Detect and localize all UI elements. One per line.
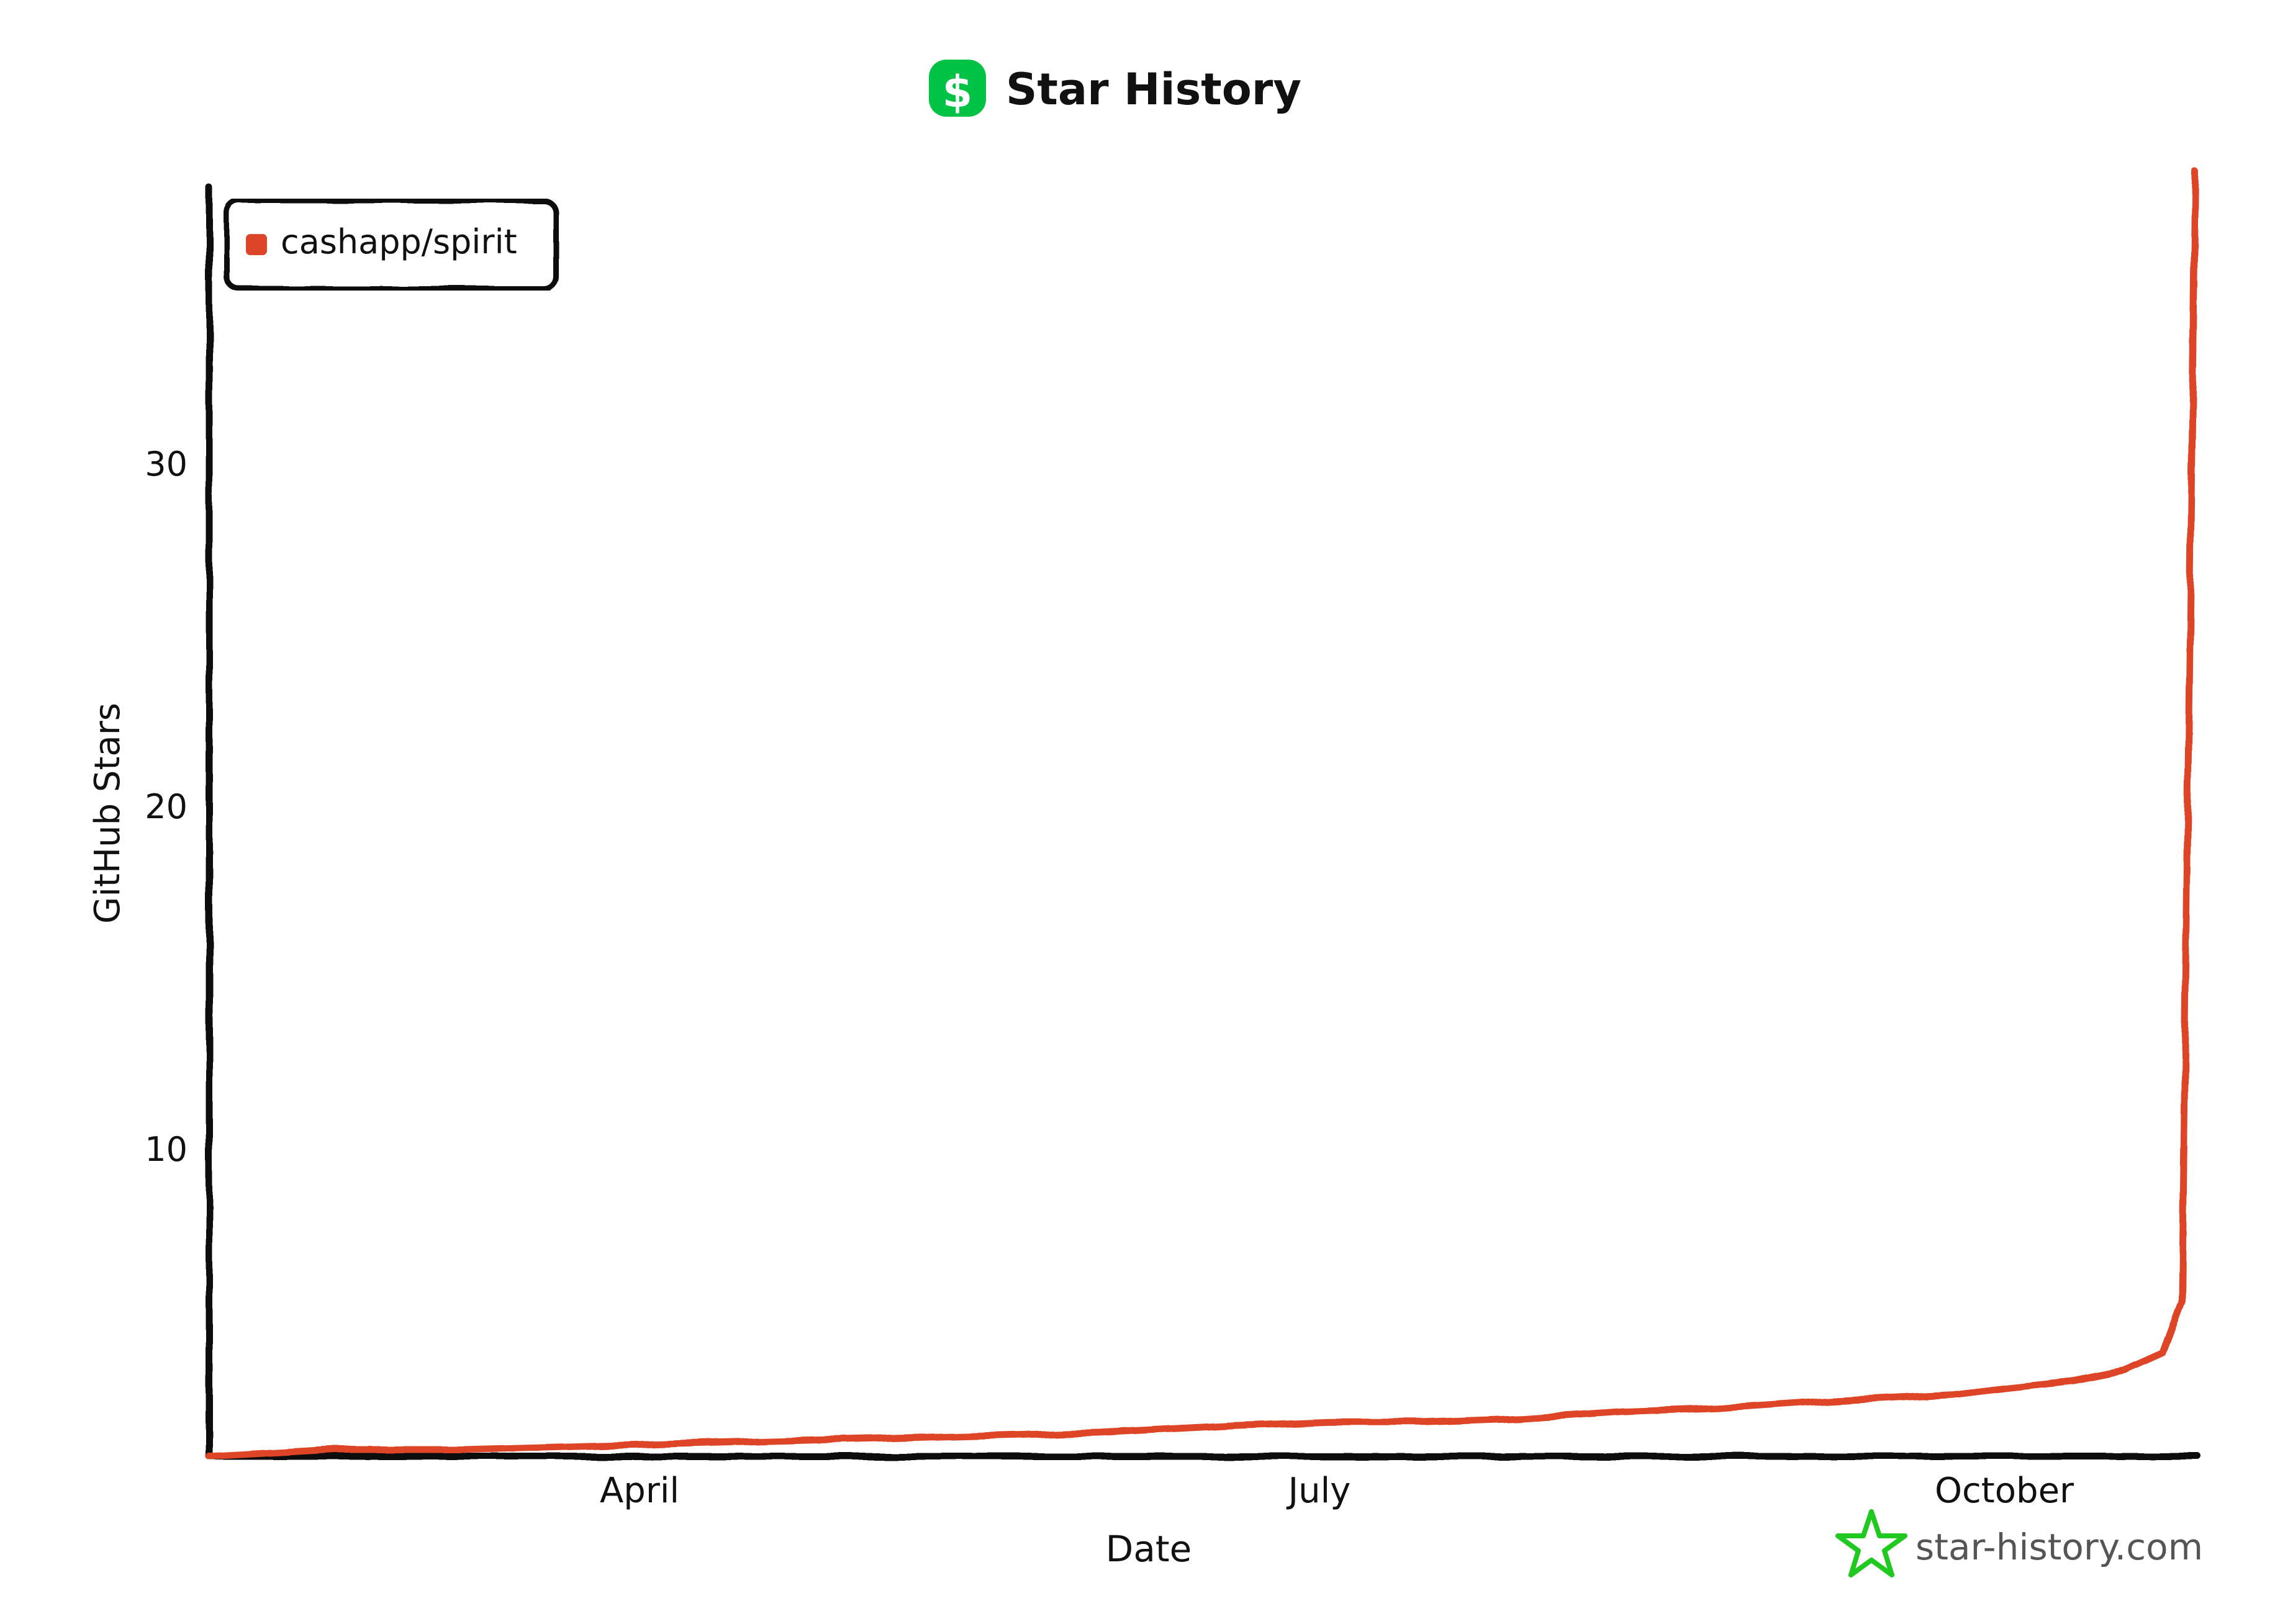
y-axis-label: GitHub Stars <box>88 703 128 924</box>
y-tick-label: 10 <box>145 1130 188 1169</box>
watermark-text: star-history.com <box>1915 1526 2203 1568</box>
legend-label: cashapp/spirit <box>281 222 517 261</box>
y-tick-labels: 10 20 30 <box>145 444 188 1169</box>
chart-title: Star History <box>1006 64 1301 115</box>
y-tick-label: 20 <box>145 787 188 826</box>
x-axis-label: Date <box>1106 1528 1192 1570</box>
star-outline-icon <box>1835 1509 1907 1577</box>
x-tick-labels: April July October <box>600 1471 2074 1511</box>
chart-title-group: $ Star History <box>929 60 1301 117</box>
legend: cashapp/spirit <box>224 197 559 292</box>
cash-app-dollar-icon: $ <box>929 60 986 117</box>
x-tick-label: October <box>1935 1471 2074 1511</box>
x-tick-label: July <box>1287 1471 1351 1511</box>
x-tick-label: April <box>600 1471 679 1511</box>
legend-box <box>224 197 559 292</box>
svg-text:$: $ <box>943 66 973 117</box>
watermark: star-history.com <box>1835 1509 2203 1577</box>
y-tick-label: 30 <box>145 444 188 484</box>
legend-swatch <box>246 234 267 255</box>
series-line-cashapp-spirit <box>206 168 2199 1460</box>
